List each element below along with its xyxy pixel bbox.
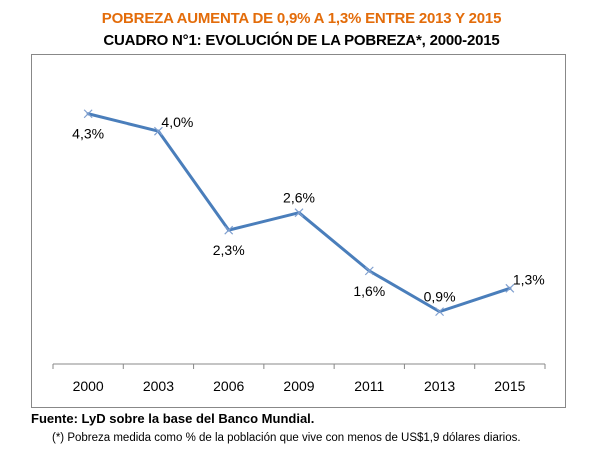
- chart-title: CUADRO N°1: EVOLUCIÓN DE LA POBREZA*, 20…: [103, 32, 500, 49]
- data-label: 0,9%: [424, 289, 456, 305]
- data-point-marker: [294, 208, 304, 218]
- x-tick-label: 2009: [283, 378, 314, 394]
- x-tick-label: 2000: [73, 378, 104, 394]
- x-tick-label: 2015: [494, 378, 525, 394]
- data-point-marker: [505, 283, 515, 293]
- footnote: (*) Pobreza medida como % de la població…: [52, 432, 521, 444]
- x-tick-label: 2013: [424, 378, 455, 394]
- marker-stroke: [154, 126, 163, 136]
- data-label: 4,3%: [72, 126, 104, 142]
- data-label-layer: 4,3% 4,0% 2,3% 2,6% 1,6% 0,9% 1,3%: [72, 114, 545, 304]
- data-point-marker: [83, 109, 93, 119]
- marker-stroke: [294, 208, 304, 218]
- data-label: 2,6%: [283, 190, 315, 206]
- marker-stroke: [435, 307, 444, 317]
- marker-stroke: [224, 225, 234, 235]
- x-axis: 2000 2003 2006 2009 2011 2013 2015: [52, 363, 546, 394]
- data-label: 1,3%: [513, 271, 545, 287]
- chart-area: [31, 54, 566, 408]
- marker-stroke: [364, 266, 374, 276]
- x-tick-label: 2011: [354, 378, 384, 394]
- chart-headline: POBREZA AUMENTA DE 0,9% A 1,3% ENTRE 201…: [101, 10, 502, 27]
- x-tick-label: 2003: [143, 378, 174, 394]
- data-point-marker: [364, 266, 374, 276]
- data-point-marker: [435, 307, 444, 317]
- source-note: Fuente: LyD sobre la base del Banco Mund…: [31, 411, 315, 426]
- x-tick-label: 2006: [213, 378, 244, 394]
- data-label: 2,3%: [213, 242, 245, 258]
- marker-layer: [83, 109, 515, 317]
- marker-stroke: [83, 109, 93, 119]
- marker-stroke: [505, 283, 515, 293]
- data-label: 4,0%: [161, 114, 193, 130]
- data-label: 1,6%: [353, 283, 385, 299]
- data-point-marker: [224, 225, 234, 235]
- data-point-marker: [154, 126, 163, 136]
